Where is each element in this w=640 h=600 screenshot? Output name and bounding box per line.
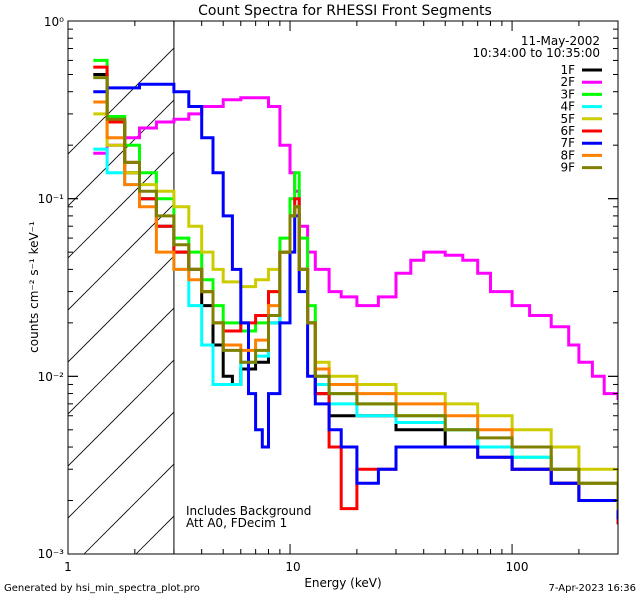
hatch-line (68, 203, 174, 311)
x-axis-label: Energy (keV) (304, 576, 381, 590)
hatch-line (68, 47, 174, 155)
series-2f (93, 96, 618, 400)
hatch-line (68, 151, 174, 259)
legend-label-6f: 6F (560, 124, 575, 138)
timestamp-label: 7-Apr-2023 16:36 (548, 583, 636, 594)
time-range-label: 10:34:00 to 10:35:00 (473, 46, 600, 60)
legend-label-4f: 4F (560, 100, 575, 114)
spectra-series-group (93, 58, 618, 525)
legend-label-7f: 7F (560, 136, 575, 150)
legend-label-9f: 9F (560, 161, 575, 175)
annotation-attenuator: Att A0, FDecim 1 (186, 516, 287, 530)
y-tick-label-1e-3: 10⁻³ (38, 547, 65, 561)
series-9f (93, 76, 618, 511)
y-tick-label-1e-1: 10⁻¹ (38, 192, 65, 206)
y-axis-label: counts cm⁻² s⁻¹ keV⁻¹ (27, 221, 41, 353)
x-tick-label-1: 1 (64, 560, 72, 574)
hatch-line (68, 411, 174, 519)
annotation-background: Includes Background (186, 504, 311, 518)
series-7f (93, 82, 618, 520)
hatch-line (83, 463, 174, 554)
x-tick-label-10: 10 (285, 560, 300, 574)
plot-frame (67, 20, 619, 555)
legend-label-1f: 1F (560, 63, 575, 77)
hatch-line (68, 359, 174, 467)
x-tick-label-100: 100 (506, 560, 529, 574)
hatch-line (68, 255, 174, 363)
legend-label-3f: 3F (560, 87, 575, 101)
chart-title: Count Spectra for RHESSI Front Segments (198, 3, 492, 19)
hatch-line (68, 99, 174, 207)
legend-label-5f: 5F (560, 112, 575, 126)
x-axis-ticks (67, 21, 619, 554)
y-axis-ticks (68, 20, 618, 555)
legend-label-2f: 2F (560, 75, 575, 89)
y-tick-label-1e-2: 10⁻² (38, 370, 65, 384)
hatch-line (292, 21, 640, 554)
generated-by-label: Generated by hsi_min_spectra_plot.pro (4, 583, 200, 594)
date-label: 11-May-2002 (521, 34, 600, 48)
legend-label-8f: 8F (560, 148, 575, 162)
series-3f (93, 58, 618, 511)
attenuator-hatch-region (68, 21, 640, 554)
y-tick-label-1e0: 10⁰ (44, 15, 64, 29)
